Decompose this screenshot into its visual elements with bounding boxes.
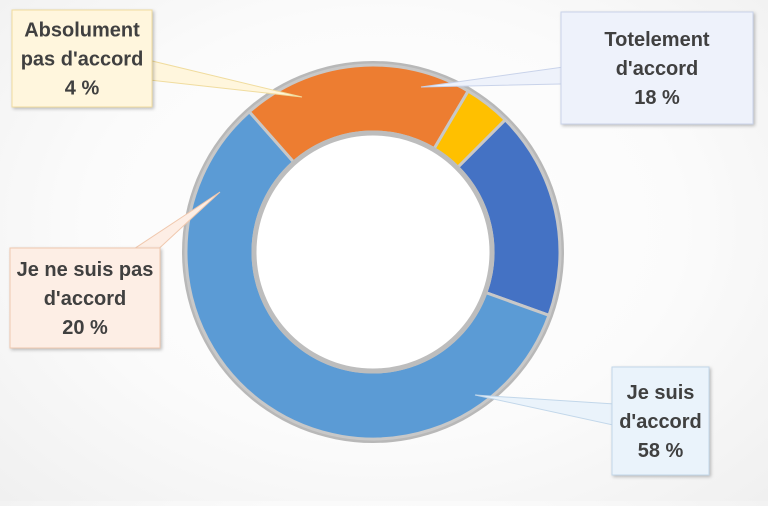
callout-4: Absolument pas d'accord 4 % [11, 9, 303, 108]
callout-label-2-line-2: d'accord [619, 411, 702, 433]
callouts-group: Totelement d'accord 18 % Je suis d'accord 58 … [9, 9, 754, 476]
callout-2: Je suis d'accord 58 % [474, 366, 710, 476]
callout-label-4-line-2: pas d'accord [21, 49, 144, 71]
callout-box-fill-2 [613, 368, 708, 474]
callout-label-4-line-1: Absolument [24, 20, 140, 42]
callout-value-4: 4 % [65, 78, 100, 100]
callout-box-fill-4 [13, 11, 151, 106]
callout-1: Totelement d'accord 18 % [420, 11, 754, 125]
callout-label-2-line-1: Je suis [627, 382, 695, 404]
callout-value-3: 20 % [62, 317, 108, 339]
callout-label-3-line-2: d'accord [44, 288, 127, 310]
callout-label-3-line-1: Je ne suis pas [17, 259, 154, 281]
callout-value-1: 18 % [634, 87, 680, 109]
callout-value-2: 58 % [638, 440, 684, 462]
callout-label-1-line-2: d'accord [616, 58, 699, 80]
ring-inner-border [251, 130, 495, 374]
callout-3: Je ne suis pas d'accord 20 % [9, 191, 221, 349]
callout-label-1-line-1: Totelement [604, 29, 710, 51]
callout-box-fill-1 [562, 13, 752, 123]
callout-box-fill-3 [11, 249, 159, 347]
